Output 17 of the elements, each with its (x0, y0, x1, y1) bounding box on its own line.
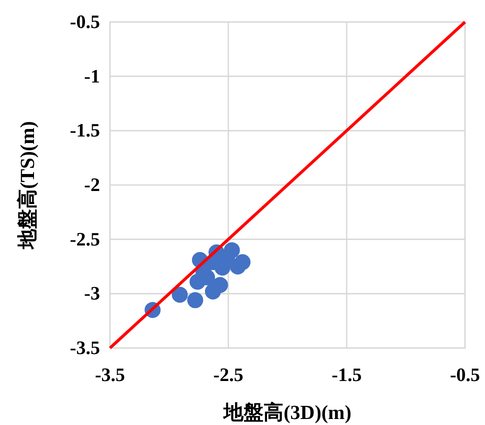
x-tick-label: -1.5 (332, 365, 362, 386)
y-tick-label: -2 (84, 175, 100, 196)
point (190, 274, 206, 290)
point (204, 283, 221, 300)
y-tick-label: -3.5 (70, 338, 100, 359)
y-tick-label: -0.5 (70, 12, 100, 33)
y-tick-label: -1.5 (70, 120, 100, 142)
y-tick-label: -2.5 (70, 229, 100, 250)
point (230, 258, 246, 274)
y-tick-label: -1 (84, 66, 100, 88)
x-axis-title: 地盤高(3D)(m) (222, 401, 352, 424)
y-tick-label: -3 (84, 284, 100, 305)
x-tick-label: -0.5 (450, 365, 480, 386)
point (172, 286, 188, 303)
point (187, 292, 204, 308)
y-axis-title: 地盤高(TS)(m) (16, 121, 39, 250)
x-tick-label: -2.5 (213, 365, 244, 386)
